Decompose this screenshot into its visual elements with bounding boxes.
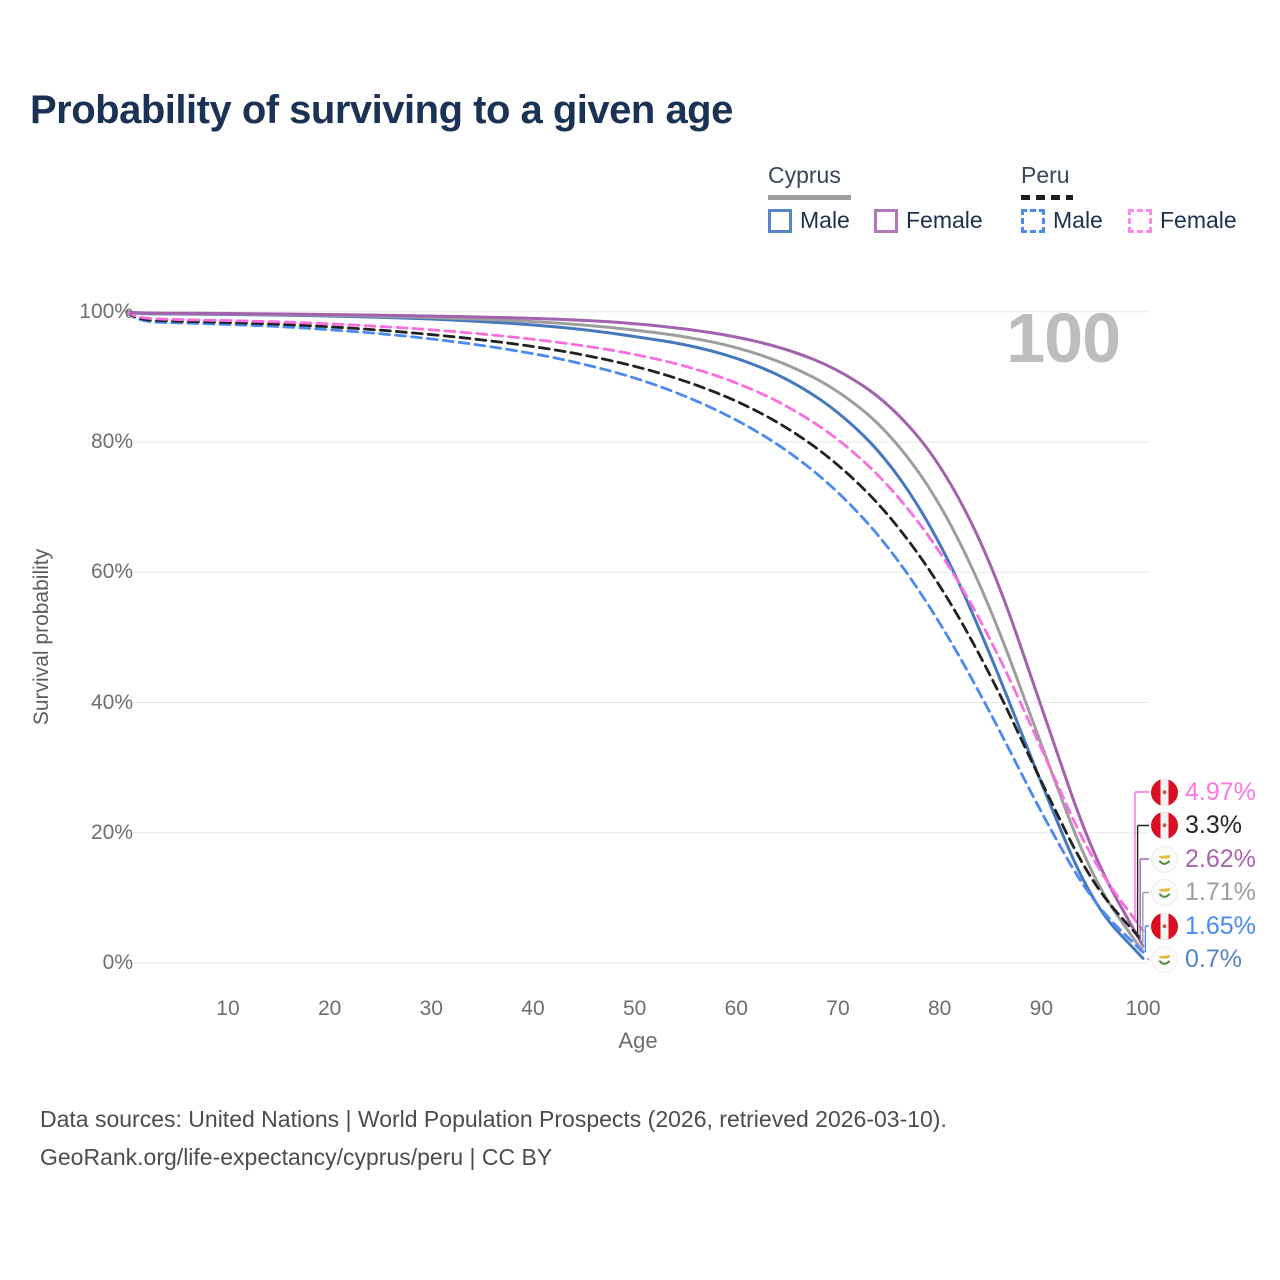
series-line-cyprus-male[interactable]	[124, 310, 1145, 960]
y-tick-label-100%: 100%	[79, 299, 133, 323]
legend-country-peru[interactable]: Peru	[1021, 162, 1070, 188]
peru-flag-icon	[1151, 812, 1178, 839]
legend-group-peru: Peru	[1021, 162, 1073, 200]
end-label-cyprus-male[interactable]: 0.7%	[1151, 945, 1242, 975]
end-label-connector-peru-female	[1134, 791, 1149, 920]
x-tick-label-90: 90	[1029, 997, 1053, 1020]
y-tick-label-20%: 20%	[90, 820, 133, 844]
series-line-peru-total[interactable]	[124, 310, 1145, 943]
end-label-peru-male[interactable]: 1.65%	[1151, 911, 1256, 941]
legend-item-peru-male[interactable]: Male	[1021, 207, 1103, 234]
end-label-connector-peru-male	[1144, 925, 1149, 953]
footer-attribution: GeoRank.org/life-expectancy/cyprus/peru …	[40, 1144, 553, 1170]
legend-group-cyprus: Cyprus	[768, 162, 851, 200]
x-tick-label-30: 30	[419, 997, 443, 1020]
end-label-connector-cyprus-male	[1147, 958, 1149, 961]
x-tick-label-80: 80	[927, 997, 952, 1020]
y-tick-label-80%: 80%	[90, 430, 133, 453]
end-label-cyprus-total[interactable]: 1.71%	[1151, 878, 1256, 908]
cyprus-flag-icon	[1151, 946, 1178, 973]
peru-flag-icon	[1151, 912, 1178, 940]
legend-country-cyprus[interactable]: Cyprus	[768, 162, 841, 188]
page-title: Probability of surviving to a given age	[30, 88, 733, 132]
cyprus-flag-icon	[1151, 879, 1178, 906]
legend-item-cyprus-female[interactable]: Female	[874, 207, 983, 234]
cyprus-solid-line-swatch	[768, 195, 851, 200]
peru-dashed-line-swatch	[1021, 195, 1073, 200]
end-label-value: 1.71%	[1185, 878, 1256, 906]
footer-sources: Data sources: United Nations | World Pop…	[40, 1106, 947, 1132]
x-tick-label-10: 10	[216, 997, 240, 1020]
y-tick-label-0%: 0%	[102, 951, 133, 974]
end-label-connector-cyprus-total	[1142, 891, 1149, 952]
x-tick-label-50: 50	[622, 997, 647, 1020]
series-line-cyprus-total[interactable]	[124, 310, 1145, 954]
x-tick-label-20: 20	[317, 997, 342, 1020]
legend-item-peru-female[interactable]: Female	[1128, 207, 1237, 234]
end-label-peru-total[interactable]: 3.3%	[1151, 811, 1242, 841]
cyprus-female-swatch-icon	[874, 208, 898, 233]
y-tick-label-40%: 40%	[90, 690, 133, 714]
y-tick-label-60%: 60%	[90, 560, 133, 584]
series-line-peru-female[interactable]	[124, 310, 1145, 932]
peru-female-swatch-icon	[1128, 208, 1152, 233]
x-axis-title: Age	[618, 1028, 658, 1053]
legend-label: Male	[1053, 207, 1103, 233]
x-tick-label-40: 40	[521, 997, 545, 1020]
x-tick-label-60: 60	[724, 997, 748, 1020]
end-label-value: 0.7%	[1185, 945, 1242, 973]
cyprus-flag-icon	[1158, 854, 1171, 865]
x-tick-label-70: 70	[826, 997, 850, 1020]
legend-item-cyprus-male[interactable]: Male	[768, 207, 850, 234]
end-label-value: 3.3%	[1185, 811, 1242, 839]
legend-label: Female	[906, 207, 983, 233]
age-counter-watermark: 100	[1006, 299, 1121, 377]
x-tick-label-100: 100	[1125, 997, 1161, 1020]
end-label-connector-peru-total	[1136, 824, 1149, 936]
series-line-cyprus-female[interactable]	[124, 310, 1145, 948]
peru-flag-icon	[1151, 778, 1178, 806]
cyprus-male-swatch-icon	[768, 208, 792, 233]
legend-label: Male	[800, 207, 850, 233]
end-label-value: 4.97%	[1185, 777, 1256, 806]
peru-male-swatch-icon	[1021, 208, 1045, 233]
cyprus-flag-icon	[1158, 888, 1171, 898]
cyprus-flag-icon	[1158, 955, 1171, 965]
cyprus-flag-icon	[1151, 845, 1178, 873]
end-label-value: 1.65%	[1185, 911, 1256, 940]
legend-label: Female	[1160, 207, 1237, 233]
end-label-cyprus-female[interactable]: 2.62%	[1151, 844, 1256, 874]
series-line-peru-male[interactable]	[124, 310, 1145, 954]
end-label-value: 2.62%	[1185, 844, 1256, 873]
end-label-peru-female[interactable]: 4.97%	[1151, 777, 1256, 807]
